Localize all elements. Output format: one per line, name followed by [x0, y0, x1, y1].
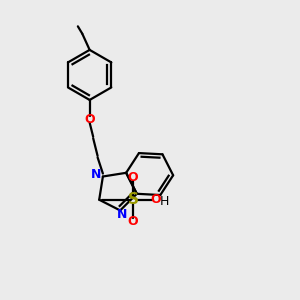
Text: O: O: [128, 215, 138, 228]
Text: O: O: [84, 112, 95, 126]
Text: N: N: [91, 168, 102, 181]
Text: O: O: [128, 172, 138, 184]
Text: N: N: [116, 208, 127, 221]
Text: O: O: [150, 193, 161, 206]
Text: H: H: [159, 195, 169, 208]
Text: S: S: [128, 192, 139, 207]
